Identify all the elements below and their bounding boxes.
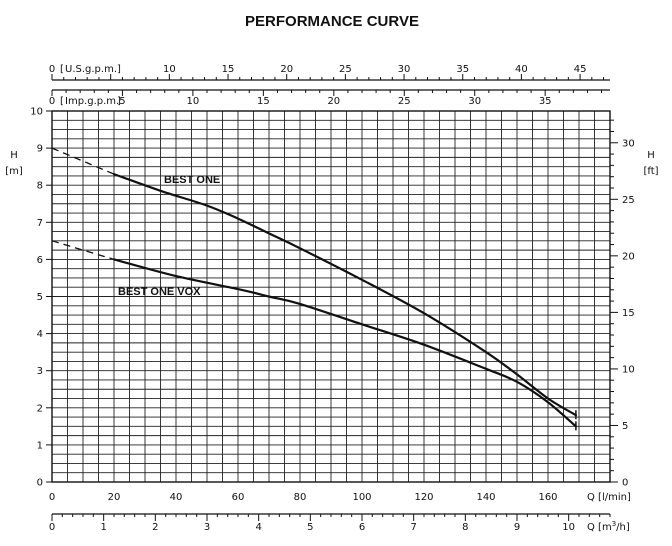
bottom-axis-tick-label: 160	[538, 492, 557, 503]
top-axis-usgpm-title: U.S.g.p.m.	[65, 64, 117, 75]
m3h-axis-tick-label: 3	[204, 522, 210, 533]
m3h-axis-tick-label: 8	[462, 522, 468, 533]
curve-best-one-vox	[112, 258, 577, 428]
left-axis-unit: [m]	[5, 166, 23, 177]
usgpm-axis-tick-label: 0	[49, 64, 55, 75]
usgpm-axis-tick-label: 40	[515, 64, 528, 75]
impgpm-axis-tick-label: 25	[398, 96, 411, 107]
right-axis-tick-label: 20	[622, 251, 635, 262]
curves	[51, 147, 577, 431]
left-axis-tick-label: 2	[37, 403, 43, 414]
bottom-axis-lmin-title: Q [l/min]	[587, 492, 631, 503]
right-axis-unit: [ft]	[643, 166, 658, 177]
impgpm-axis-tick-label: 35	[539, 96, 552, 107]
top-axis-impgpm-bracket-open: [	[60, 96, 64, 107]
left-axis-tick-label: 7	[37, 218, 43, 229]
bottom-axis-tick-label: 120	[414, 492, 433, 503]
bottom-axis-tick-label: 140	[476, 492, 495, 503]
right-axis-tick-label: 25	[622, 195, 635, 206]
m3h-axis-tick-label: 10	[562, 522, 575, 533]
usgpm-axis-tick-label: 45	[574, 64, 587, 75]
bottom-axis-tick-label: 100	[352, 492, 371, 503]
bottom-axis-tick-label: 0	[49, 492, 55, 503]
impgpm-axis-tick-label: 15	[257, 96, 270, 107]
curve-best-one	[112, 173, 577, 417]
right-axis-tick-label: 10	[622, 364, 635, 375]
usgpm-axis-tick-label: 20	[280, 64, 293, 75]
impgpm-axis-tick-label: 20	[327, 96, 340, 107]
m3h-axis-tick-label: 1	[100, 522, 106, 533]
m3h-axis-tick-label: 5	[307, 522, 313, 533]
top-axis-impgpm-title: Imp.g.p.m.	[65, 96, 119, 107]
right-axis-title: H	[647, 150, 655, 161]
curve-best-one-vox-dashed	[51, 240, 115, 261]
m3h-axis-tick-label: 2	[152, 522, 158, 533]
usgpm-axis-tick-label: 25	[339, 64, 352, 75]
impgpm-axis-tick-label: 0	[49, 96, 55, 107]
left-axis-tick-label: 0	[37, 478, 43, 489]
top-axis-usgpm-bracket-open: [	[60, 64, 64, 75]
impgpm-axis-tick-label: 30	[468, 96, 481, 107]
top-axis-impgpm-bracket-close: ]	[117, 96, 121, 107]
bottom-axis-tick-label: 40	[170, 492, 183, 503]
bottom-axis-tick-label: 20	[108, 492, 121, 503]
m3h-axis-tick-label: 0	[49, 522, 55, 533]
left-axis-tick-label: 10	[30, 107, 43, 118]
left-axis-title: H	[10, 150, 18, 161]
right-axis-tick-label: 0	[622, 478, 628, 489]
impgpm-axis-tick-label: 10	[187, 96, 200, 107]
series-label-best-one: BEST ONE	[164, 174, 220, 186]
right-axis-tick-label: 5	[622, 421, 628, 432]
left-axis-tick-label: 6	[37, 255, 43, 266]
usgpm-axis-tick-label: 15	[222, 64, 235, 75]
series-label-best-one-vox: BEST ONE VOX	[118, 286, 201, 298]
m3h-axis-tick-label: 9	[514, 522, 520, 533]
m3h-axis-tick-label: 4	[255, 522, 261, 533]
usgpm-axis-tick-label: 10	[163, 64, 176, 75]
right-axis-tick-label: 15	[622, 308, 635, 319]
m3h-axis-tick-label: 7	[410, 522, 416, 533]
bottom-axis-m3h-title: Q [m3/h]	[587, 520, 630, 533]
bottom-axis-tick-label: 80	[294, 492, 307, 503]
left-axis-tick-label: 3	[37, 366, 43, 377]
series-labels: BEST ONE BEST ONE VOX	[118, 174, 220, 298]
chart-title: PERFORMANCE CURVE	[245, 13, 419, 30]
left-axis-tick-label: 8	[37, 181, 43, 192]
usgpm-axis-tick-label: 30	[398, 64, 411, 75]
left-axis-tick-label: 4	[37, 329, 43, 340]
right-axis-tick-label: 30	[622, 138, 635, 149]
m3h-axis-tick-label: 6	[359, 522, 365, 533]
usgpm-axis-tick-label: 35	[456, 64, 469, 75]
left-axis-tick-label: 1	[37, 440, 43, 451]
impgpm-axis-tick-label: 5	[119, 96, 125, 107]
top-axis-usgpm-bracket-close: ]	[117, 64, 121, 75]
bottom-axis-tick-label: 60	[232, 492, 245, 503]
left-axis-tick-label: 5	[37, 292, 43, 303]
left-axis-tick-label: 9	[37, 144, 43, 155]
